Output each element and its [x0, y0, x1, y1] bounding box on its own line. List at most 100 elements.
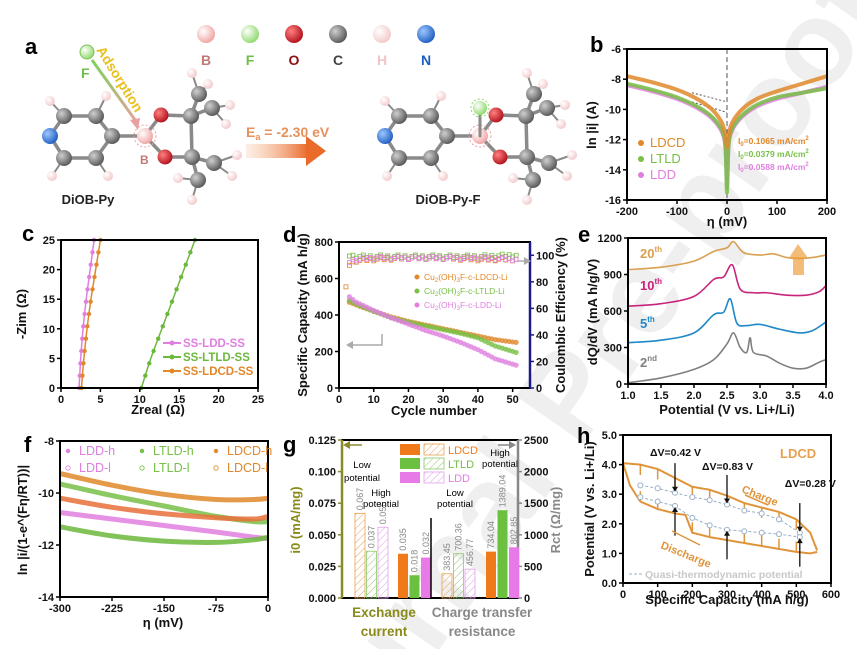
carbon-atom-icon [539, 100, 555, 116]
hydrogen-atom-icon [187, 195, 197, 205]
cycle-label: 20th [640, 245, 662, 261]
bar-ldd [421, 557, 431, 598]
legend-label: LDCD [650, 135, 685, 150]
y2-tick-label: 60 [536, 303, 548, 315]
y-axis-title: i0 (mA/mg) [288, 486, 303, 553]
carbon-atom-icon [191, 86, 207, 102]
y2-tick-label: 100 [536, 250, 554, 262]
x-tick-label: 0 [336, 394, 342, 406]
legend-label: LDD [448, 473, 470, 485]
exchange-current-annotation: I0=0.0588 mA/cm2 [738, 162, 809, 174]
trend-arrow-icon [793, 257, 804, 275]
group-label-line1: High [371, 488, 391, 499]
atom-legend-label: N [421, 52, 431, 68]
y2-axis-title: Rct (Ω/mg) [548, 487, 563, 554]
quasi-point [741, 507, 748, 514]
cycle-suffix: th [654, 277, 662, 286]
y-tick-label: 0.050 [308, 530, 336, 542]
hydrogen-atom-icon [173, 173, 183, 183]
legend-marker [638, 156, 644, 162]
y-tick-label: 5.0 [602, 430, 617, 442]
i0-subscript: 0 [740, 142, 744, 148]
bar-ldcd [486, 551, 496, 598]
legend-marker [414, 302, 420, 308]
diob-py-f-molecule [377, 68, 577, 205]
legend-mid: (OH) [438, 286, 457, 296]
up-arrowhead-icon [724, 530, 730, 536]
efficiency-point [499, 254, 505, 260]
boron-highlight-ring [468, 124, 492, 148]
reaction-arrow-icon [246, 144, 308, 158]
x-axis-title: Potential (V vs. Li+/Li) [659, 402, 794, 417]
carbon-atom-icon [184, 149, 200, 165]
f-label: F [81, 65, 90, 81]
left-axis-arrowhead-icon [346, 341, 353, 349]
legend-marker [169, 340, 175, 346]
carbon-atom-icon [439, 128, 455, 144]
efficiency-point [506, 255, 512, 261]
atom-o-icon [285, 25, 303, 43]
panel-d: d0 10 20 30 40 500200400600800020406080100Cu2… [283, 222, 568, 418]
group-label-line1: Low [353, 460, 371, 471]
bar-value-label: 1389.04 [498, 475, 508, 508]
boron-atom-icon [137, 128, 153, 144]
legend-marker-filled [139, 448, 145, 454]
hydrogen-atom-icon [187, 68, 197, 78]
reaction-arrowhead-icon [306, 136, 326, 166]
y-tick-label: 0.025 [308, 561, 336, 573]
data-point [79, 348, 84, 354]
x-tick-label: 100 [648, 589, 666, 601]
efficiency-point [426, 255, 432, 261]
panel-e: e 1.0 1.5 2.0 2.5 3.0 3.5 4.0 0 300 600 900 1200 2nd 5… [578, 222, 834, 417]
y-tick-label: 0 [616, 379, 622, 391]
panel-h: h 0 100 200 300 400 500 600 0.0 1.0 2.0 3.0 4.0 5.0 ΔV… [577, 423, 840, 607]
oxygen-atom-icon [157, 149, 173, 165]
y-axis-title: Specific Capacity (mA h/g) [295, 233, 310, 397]
efficiency-point [513, 256, 519, 262]
carbon-atom-icon [183, 108, 199, 124]
legend-label: LTLD [650, 151, 681, 166]
carbon-atom-icon [526, 86, 542, 102]
legend-sub: 3 [457, 278, 461, 284]
x-tick-label: 300 [718, 589, 736, 601]
up-arrowhead-icon [796, 538, 803, 544]
x-axis-title: Zreal (Ω) [131, 402, 185, 417]
fluorine-atom-icon [473, 101, 487, 115]
x-tick-label: 40 [472, 394, 484, 406]
x-tick-label: 1.5 [653, 390, 668, 402]
fluorine-atom-icon [79, 44, 95, 60]
bar-ldd [464, 568, 476, 599]
legend-label: LTLD-h [153, 444, 194, 458]
y-tick-label: 0.100 [308, 467, 336, 479]
data-point [78, 361, 83, 366]
series-band-ltld-l [59, 524, 269, 545]
data-point [90, 287, 95, 292]
series-line-ltld [626, 81, 828, 195]
discharge-direction-arrow-icon [671, 530, 701, 546]
y-tick-label: 0.125 [308, 435, 336, 447]
efficiency-point [444, 255, 450, 261]
efficiency-point [406, 257, 411, 262]
plot-frame [60, 239, 259, 389]
x-tick-label: 200 [683, 589, 701, 601]
panel-d-label: d [283, 222, 296, 247]
legend-mid: (OH) [438, 272, 457, 282]
legend-label: Cu2(OH)3F-c-LDD-Li [424, 300, 502, 312]
cycle-number: 20 [640, 246, 654, 261]
bar-value-label: 0.067 [355, 488, 365, 511]
up-arrowhead-icon [672, 507, 678, 513]
panel-b-label: b [590, 32, 603, 57]
efficiency-point [353, 255, 359, 261]
carbon-atom-icon [525, 172, 541, 188]
x-tick-label: 0 [265, 603, 271, 615]
efficiency-point [392, 255, 397, 261]
x-tick-label: -200 [616, 206, 638, 218]
hydrogen-atom-icon [45, 96, 55, 106]
panel-e-label: e [578, 222, 590, 247]
data-point [80, 336, 85, 341]
x-tick-label: 10 [134, 394, 146, 406]
x-tick-label: 20 [212, 394, 224, 406]
legend-label: LDCD-h [227, 444, 272, 458]
x-axis-title: Specific Capacity (mA h/g) [645, 592, 809, 607]
x-tick-label: 0 [724, 206, 730, 218]
